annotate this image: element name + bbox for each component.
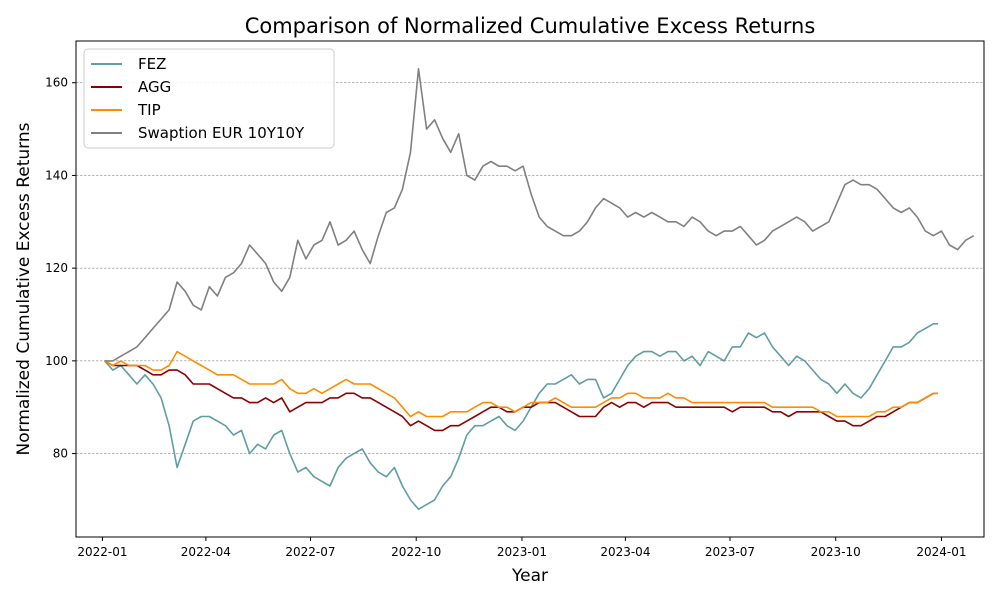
y-axis-title: Normalized Cumulative Excess Returns	[14, 122, 34, 455]
x-tick-label: 2023-01	[497, 545, 547, 559]
legend: FEZ AGG TIP Swaption EUR 10Y10Y	[83, 48, 335, 149]
grid-lines	[76, 82, 984, 454]
series-line	[104, 322, 938, 511]
legend-label: AGG	[138, 78, 171, 96]
y-axis: 80 100 120 140 160	[45, 76, 76, 461]
x-tick-label: 2023-07	[705, 545, 755, 559]
chart-title: Comparison of Normalized Cumulative Exce…	[245, 14, 816, 38]
x-tick-label: 2024-01	[916, 545, 966, 559]
y-tick-label: 140	[45, 168, 68, 182]
x-axis-title: Year	[511, 566, 548, 586]
x-tick-label: 2022-07	[285, 545, 335, 559]
series-line	[104, 350, 938, 418]
legend-label: Swaption EUR 10Y10Y	[138, 124, 305, 142]
y-tick-label: 160	[45, 76, 68, 90]
x-axis: 2022-01 2022-04 2022-07 2022-10 2023-01 2023-…	[77, 537, 967, 559]
y-tick-label: 100	[45, 354, 68, 368]
x-tick-label: 2022-04	[181, 545, 231, 559]
series-line	[104, 68, 975, 362]
legend-label: TIP	[137, 101, 161, 119]
y-tick-label: 120	[45, 261, 68, 275]
x-tick-label: 2023-10	[811, 545, 861, 559]
x-tick-label: 2023-04	[600, 545, 650, 559]
legend-frame	[83, 48, 335, 149]
series-lines	[104, 68, 975, 511]
y-tick-label: 80	[53, 447, 68, 461]
legend-label: FEZ	[138, 55, 166, 73]
x-tick-label: 2022-10	[391, 545, 441, 559]
x-tick-label: 2022-01	[77, 545, 127, 559]
plot-frame	[75, 40, 985, 538]
